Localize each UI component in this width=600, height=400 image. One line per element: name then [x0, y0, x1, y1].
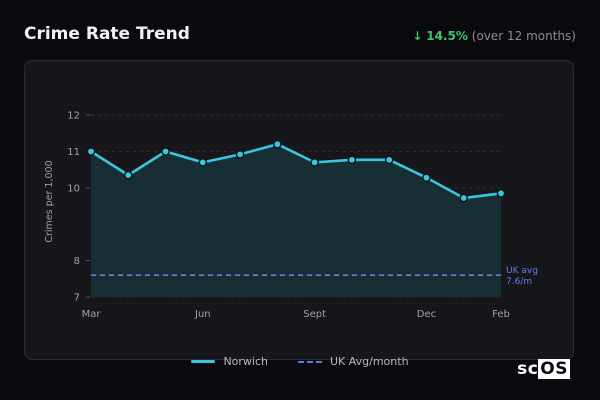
data-point — [123, 170, 133, 180]
data-point — [496, 189, 506, 198]
data-point — [459, 193, 469, 203]
x-tick-label: Jun — [194, 309, 211, 320]
series-line-norwich — [90, 142, 502, 200]
data-point — [235, 150, 245, 159]
data-point — [198, 158, 208, 167]
y-axis-label: Crimes per 1,000 — [44, 160, 55, 242]
x-tick-label: Feb — [492, 309, 510, 320]
legend-swatch-uk-avg — [298, 360, 322, 363]
legend-item-uk-avg[interactable]: UK Avg/month — [298, 355, 409, 368]
data-point — [422, 173, 431, 182]
legend-item-norwich[interactable]: Norwich — [191, 355, 268, 368]
scos-logo: sc OS — [517, 359, 570, 379]
down-arrow-icon: ↓ — [412, 29, 423, 43]
y-tick-label: 11 — [67, 147, 80, 158]
legend-label-uk-avg: UK Avg/month — [330, 355, 409, 368]
legend-label-norwich: Norwich — [223, 355, 268, 368]
data-point — [310, 158, 319, 167]
data-point — [384, 155, 394, 165]
x-tick-label: Dec — [417, 309, 436, 320]
chart-title: Crime Rate Trend — [24, 24, 190, 44]
chart-legend: Norwich UK Avg/month — [0, 355, 600, 368]
y-tick-label: 7 — [74, 293, 80, 304]
legend-swatch-norwich — [191, 360, 216, 363]
data-point — [347, 155, 357, 165]
uk-average-annotation-line1: UK avg — [506, 266, 538, 276]
y-tick-label: 10 — [67, 183, 80, 194]
x-tick-label: Sept — [303, 309, 326, 320]
x-tick-label: Mar — [82, 309, 102, 320]
data-point — [161, 147, 170, 156]
y-tick-label: 8 — [74, 256, 80, 267]
change-indicator: ↓ 14.5% (over 12 months) — [412, 29, 576, 43]
change-period: (over 12 months) — [471, 29, 576, 43]
data-point — [86, 147, 96, 156]
data-point — [273, 139, 282, 149]
change-percent: 14.5% — [426, 29, 468, 43]
series-area-norwich — [91, 144, 501, 297]
uk-average-annotation-line2: 7.6/m — [506, 277, 532, 287]
y-tick-label: 12 — [67, 111, 80, 122]
